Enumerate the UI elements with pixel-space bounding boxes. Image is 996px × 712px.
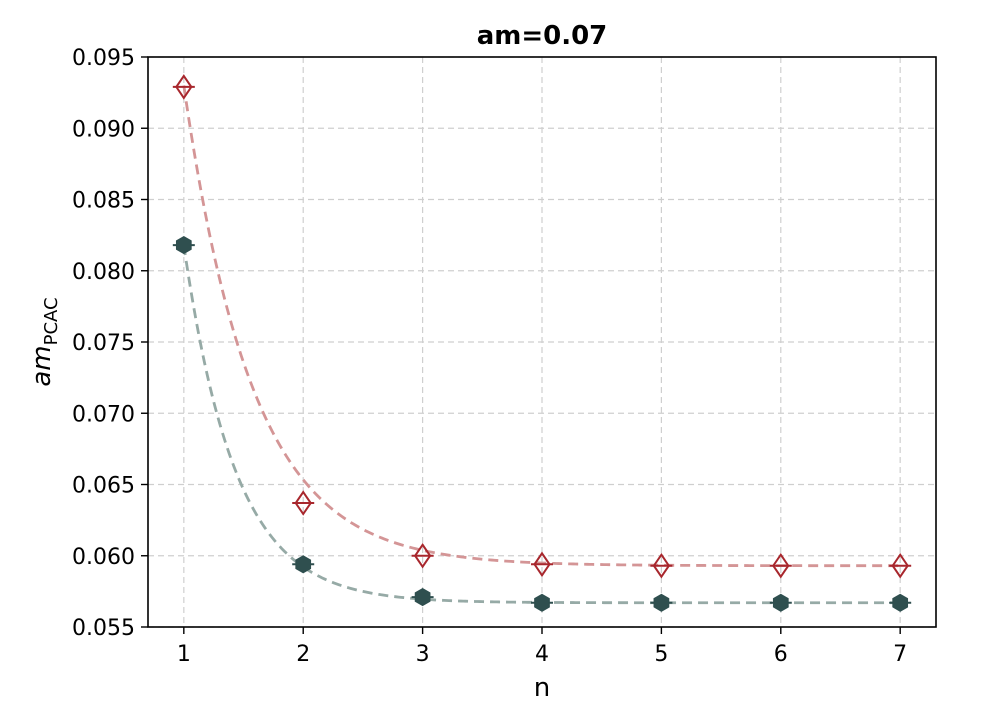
hexagon-marker: [295, 555, 312, 574]
y-axis-label-main: am: [27, 345, 57, 386]
y-axis-label: amPCAC: [27, 297, 62, 386]
data-point-diamond: [411, 542, 434, 569]
diamond-marker: [533, 551, 551, 578]
x-tick-label: 6: [774, 642, 788, 667]
diamond-marker: [413, 542, 432, 569]
data-point-hexagon: [411, 588, 434, 607]
y-tick-label: 0.075: [72, 331, 135, 356]
hexagon-marker: [772, 593, 789, 612]
y-axis: 0.055 0.060 0.065 0.070 0.075 0.080 0.085 0.090…: [72, 46, 148, 641]
y-tick-label: 0.080: [72, 260, 135, 285]
data-point-hexagon: [650, 593, 673, 612]
x-tick-label: 7: [893, 642, 907, 667]
x-tick-label: 5: [654, 642, 668, 667]
grid: [148, 56, 936, 628]
diamond-marker: [175, 74, 193, 100]
chart-title: am=0.07: [477, 21, 608, 51]
y-axis-label-sub: PCAC: [41, 297, 62, 345]
x-tick-label: 1: [177, 642, 191, 667]
data-point-diamond: [172, 74, 195, 100]
diamond-marker: [772, 552, 790, 579]
x-tick-label: 4: [535, 642, 549, 667]
y-tick-label: 0.085: [72, 189, 135, 214]
diamond-marker: [652, 552, 671, 579]
x-tick-label: 2: [296, 642, 310, 667]
y-tick-label: 0.065: [72, 474, 135, 499]
hexagon-marker: [653, 593, 670, 612]
hexagon-marker: [534, 593, 550, 612]
x-tick-label: 3: [416, 642, 430, 667]
y-tick-label: 0.060: [72, 545, 135, 570]
x-axis-label: n: [534, 673, 550, 703]
hexagon-marker: [892, 593, 909, 612]
data-point-hexagon: [531, 593, 553, 612]
y-tick-label: 0.090: [72, 117, 135, 142]
data-point-hexagon: [172, 236, 195, 255]
data-point-diamond: [292, 490, 315, 516]
data-markers: [172, 74, 912, 612]
data-point-hexagon: [769, 593, 792, 612]
x-axis: 1 2 3 4 5 6 7: [177, 627, 907, 667]
data-point-diamond: [889, 552, 912, 579]
y-tick-label: 0.095: [72, 46, 135, 71]
diamond-marker: [891, 552, 909, 579]
y-tick-label: 0.070: [72, 402, 135, 427]
data-point-diamond: [531, 551, 553, 578]
data-point-diamond: [650, 552, 673, 579]
hexagon-marker: [414, 588, 431, 607]
hexagon-marker: [175, 236, 192, 255]
diamond-marker: [294, 490, 312, 516]
data-point-hexagon: [292, 555, 315, 574]
data-point-hexagon: [889, 593, 912, 612]
data-point-diamond: [769, 552, 792, 579]
fit-curves: [182, 85, 901, 605]
y-tick-label: 0.055: [72, 616, 135, 641]
